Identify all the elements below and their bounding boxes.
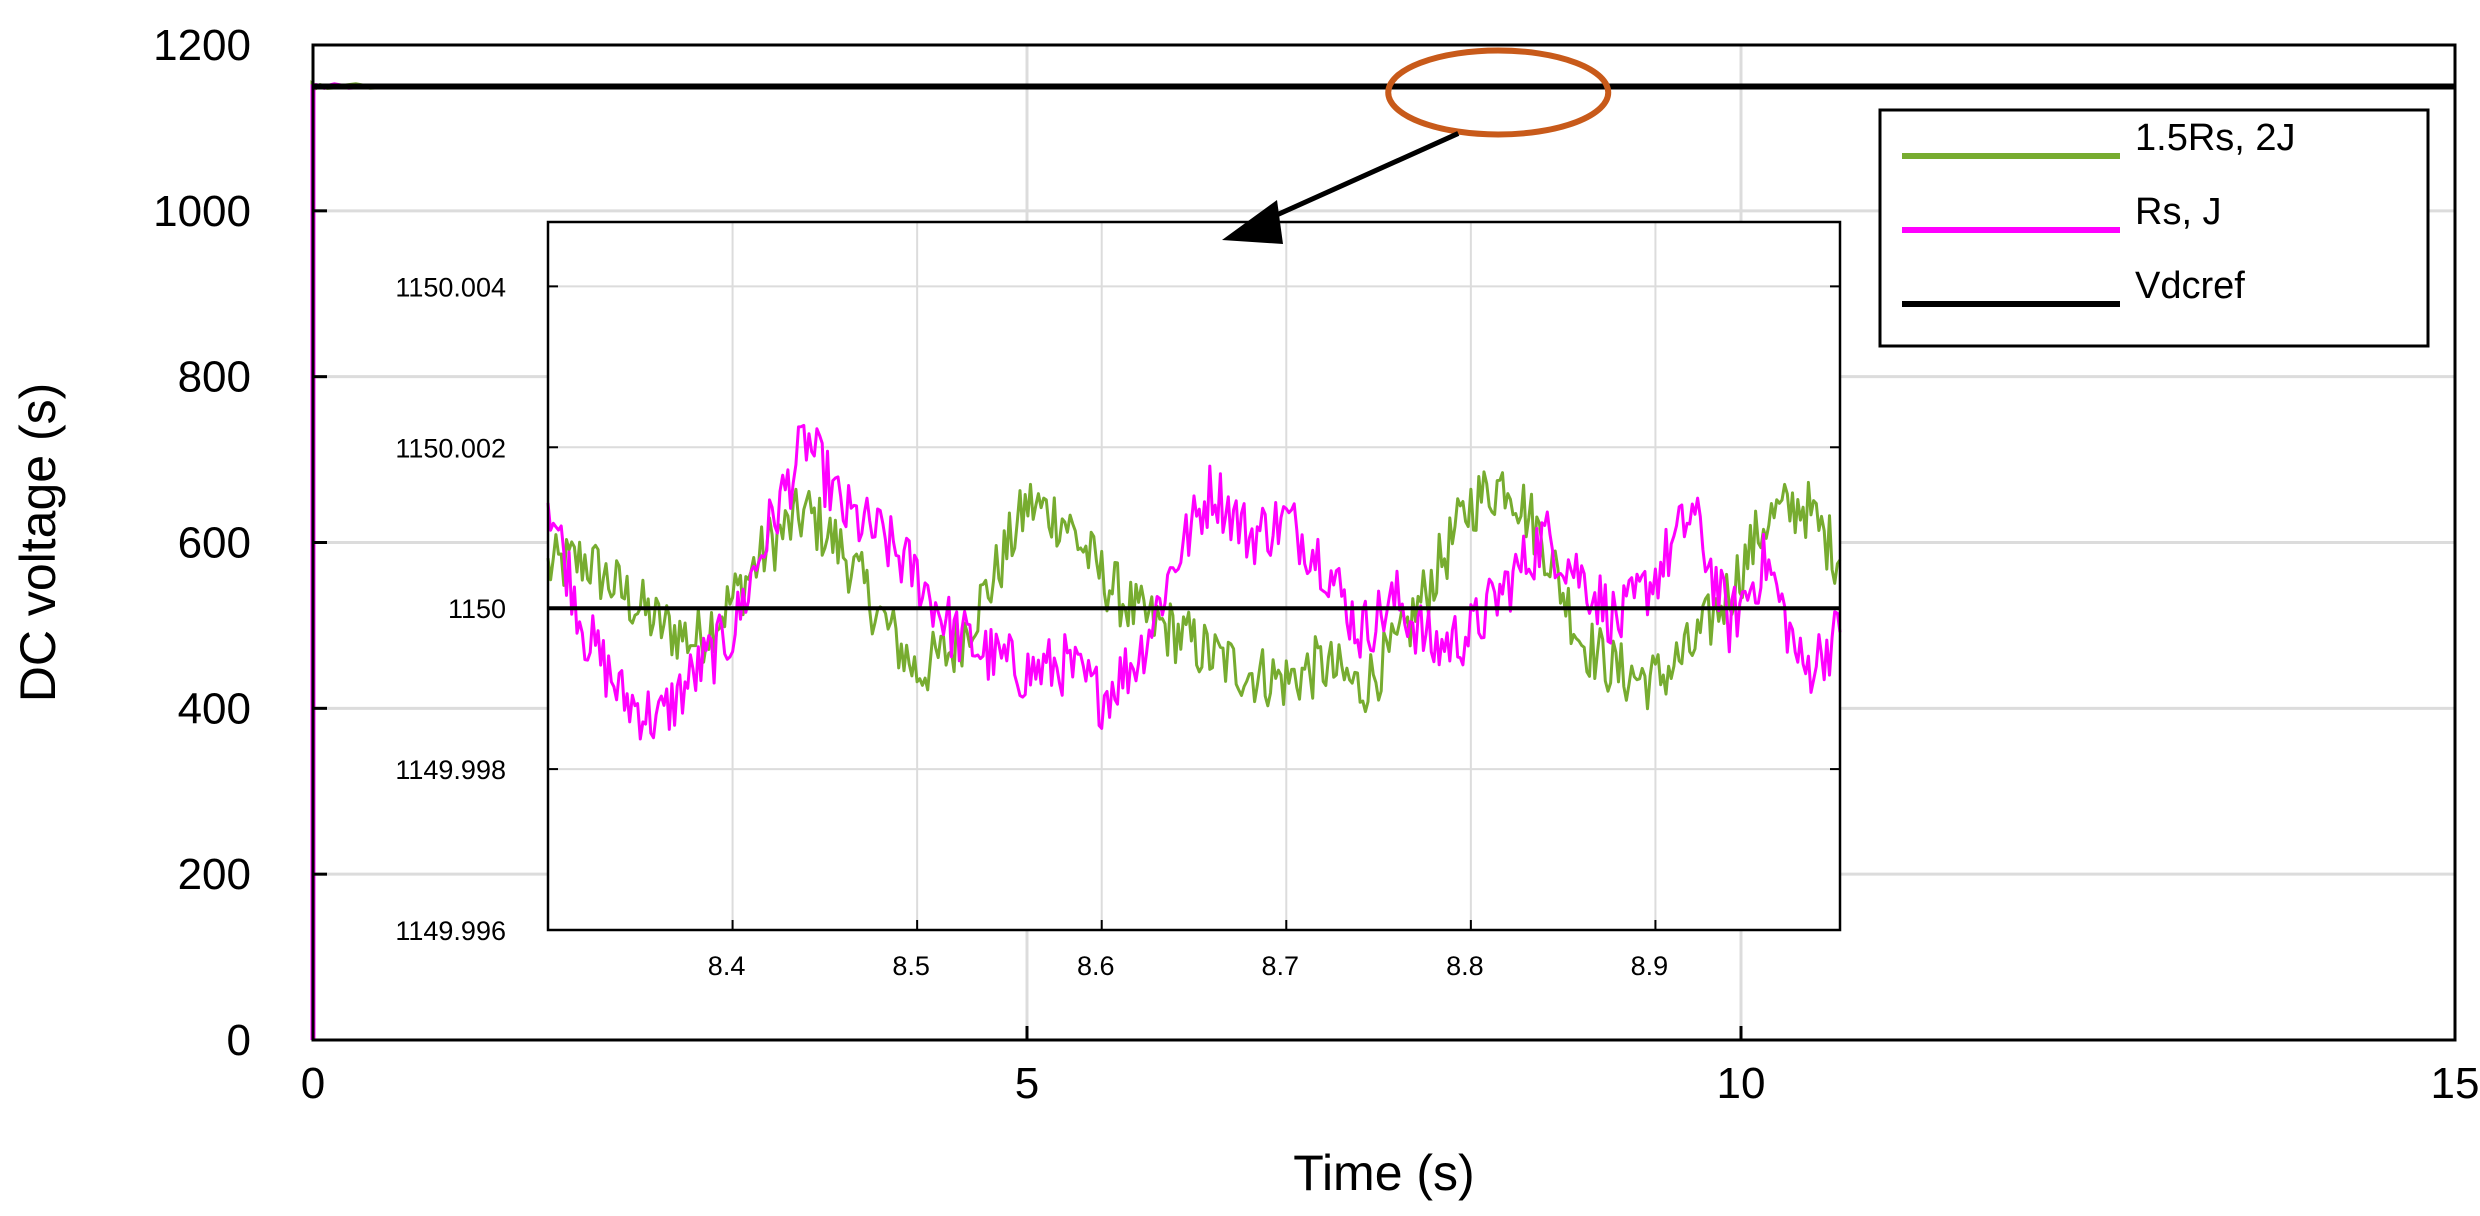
main-y-tick-label: 200	[178, 850, 251, 899]
main-y-tick-label: 600	[178, 519, 251, 568]
inset-x-tick-label: 8.5	[892, 951, 930, 981]
main-x-tick-label: 10	[1717, 1059, 1766, 1108]
y-axis-label: DC voltage (s)	[10, 383, 66, 703]
inset-y-tick-label: 1149.996	[395, 916, 506, 946]
inset-series-group	[546, 423, 1842, 741]
zoom-ellipse	[1385, 47, 1612, 138]
inset-y-tick-label: 1150	[448, 594, 506, 624]
main-y-tick-label: 400	[178, 684, 251, 733]
inset-x-tick-label: 8.4	[708, 951, 746, 981]
inset-x-tick-label: 8.6	[1077, 951, 1115, 981]
inset-background	[548, 222, 1840, 930]
inset-tick-labels: 8.4 8.5 8.6 8.7 8.8 8.9 1149.996 1149.998 1150 11…	[395, 272, 1840, 981]
legend-label: 1.5Rs, 2J	[2135, 117, 2296, 159]
inset-x-tick-label: 8.8	[1446, 951, 1484, 981]
x-axis-label: Time (s)	[1293, 1145, 1474, 1201]
main-y-tick-label: 0	[227, 1016, 251, 1065]
inset-plot-frame	[546, 220, 1842, 932]
inset-x-tick-label: 8.9	[1631, 951, 1669, 981]
main-y-tick-label: 800	[178, 353, 251, 402]
legend: 1.5Rs, 2J Rs, J Vdcref	[1878, 108, 2430, 348]
zoom-arrow-shaft	[1268, 131, 1460, 221]
main-x-tick-label: 5	[1015, 1059, 1039, 1108]
main-tick-labels: 0 5 10 15 0 200 400 600 800 1000 1200	[153, 21, 2479, 1108]
inset-y-tick-label: 1150.002	[395, 433, 506, 463]
inset-x-tick-label: 8.7	[1262, 951, 1300, 981]
zoom-arrow-head	[1222, 200, 1283, 244]
legend-label: Rs, J	[2135, 191, 2222, 233]
main-x-tick-label: 15	[2431, 1059, 2480, 1108]
inset-series-rs-j	[546, 423, 1842, 741]
inset-chart: 8.4 8.5 8.6 8.7 8.8 8.9 1149.996 1149.998 1150 11…	[395, 220, 1842, 981]
main-y-tick-label: 1200	[153, 21, 251, 70]
legend-label: Vdcref	[2135, 265, 2245, 307]
zoom-annotation	[1222, 47, 1612, 244]
main-x-tick-label: 0	[301, 1059, 325, 1108]
main-y-tick-label: 1000	[153, 187, 251, 236]
inset-y-tick-label: 1149.998	[395, 755, 506, 785]
inset-y-tick-label: 1150.004	[395, 272, 506, 302]
